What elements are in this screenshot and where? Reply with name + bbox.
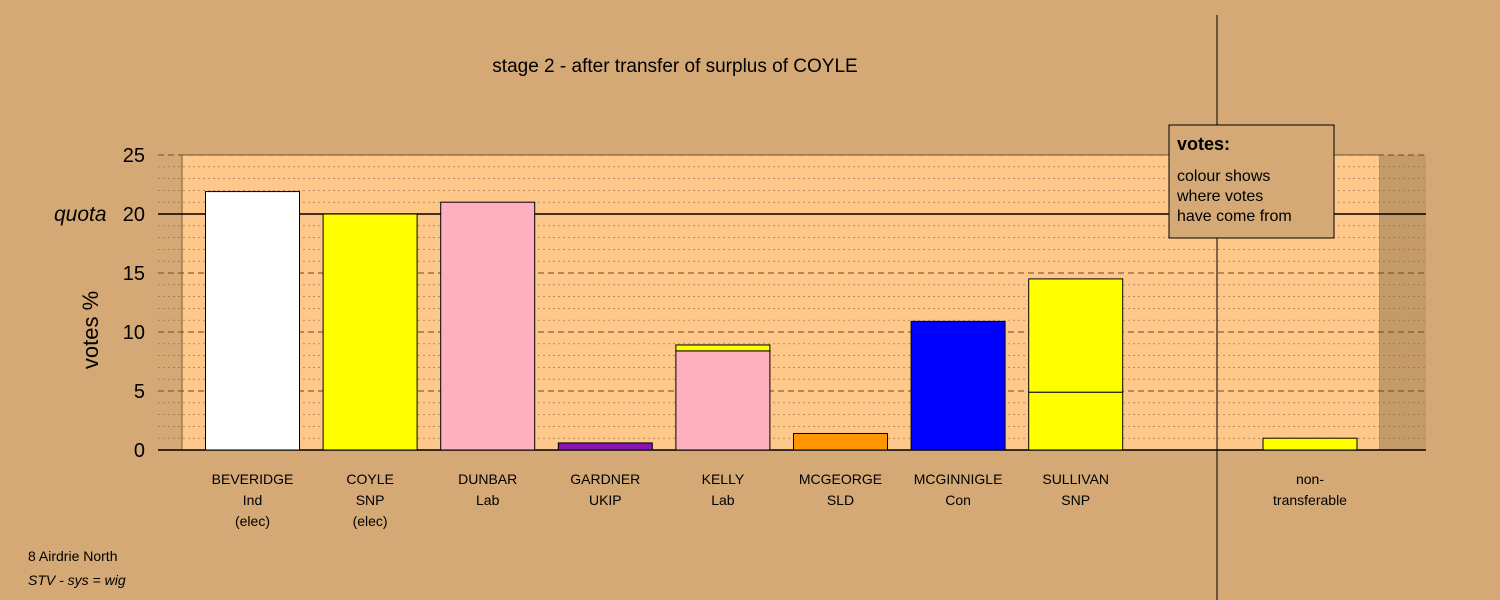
- nontransferable-label: transferable: [1273, 492, 1347, 508]
- candidate-name-label: MCGINNIGLE: [914, 471, 1003, 487]
- bar-segment: [557, 442, 653, 451]
- bar-segment: [910, 320, 1006, 451]
- party-label: UKIP: [589, 492, 622, 508]
- bar-segment: [675, 350, 771, 451]
- nontransferable-bar: [1262, 437, 1358, 451]
- candidate-name-label: KELLY: [702, 471, 745, 487]
- bar-segment: [440, 201, 536, 451]
- bar-segment: [322, 213, 418, 451]
- system-label: STV - sys = wig: [28, 572, 126, 588]
- y-axis-label: votes %: [78, 291, 103, 369]
- chart-title: stage 2 - after transfer of surplus of C…: [492, 56, 857, 77]
- party-label: SNP: [356, 492, 385, 508]
- y-tick-label: 5: [134, 381, 145, 403]
- nontransferable-label: non-: [1296, 471, 1324, 487]
- quota-label: quota: [54, 203, 107, 226]
- y-tick-label: 0: [134, 440, 145, 462]
- party-label: Ind: [243, 492, 262, 508]
- x-labels: BEVERIDGE Ind (elec) COYLE SNP (elec) DUNBAR La…: [212, 471, 1348, 529]
- bars: [205, 191, 1358, 451]
- y-tick-label: 10: [123, 322, 145, 344]
- candidate-name-label: SULLIVAN: [1042, 471, 1109, 487]
- bar-segment: [1028, 391, 1124, 451]
- legend-line-3: have come from: [1177, 208, 1292, 225]
- party-label: SNP: [1061, 492, 1090, 508]
- y-tick-label: 20: [123, 204, 145, 226]
- elected-label: (elec): [235, 513, 270, 529]
- legend-line-2: where votes: [1176, 188, 1263, 205]
- region-label: 8 Airdrie North: [28, 548, 118, 564]
- candidate-name-label: DUNBAR: [458, 471, 517, 487]
- candidate-name-label: BEVERIDGE: [212, 471, 294, 487]
- legend-line-1: colour shows: [1177, 168, 1270, 185]
- plot-right-shade: [1380, 155, 1426, 450]
- y-axis: 0 5 10 15 20 25: [123, 145, 145, 462]
- legend: votes: colour shows where votes have com…: [1168, 124, 1335, 239]
- legend-box: [1168, 124, 1335, 239]
- party-label: SLD: [827, 492, 854, 508]
- elected-label: (elec): [353, 513, 388, 529]
- candidate-name-label: COYLE: [346, 471, 393, 487]
- y-tick-label: 25: [123, 145, 145, 167]
- bar-segment: [675, 344, 771, 352]
- legend-title: votes:: [1177, 134, 1230, 154]
- candidate-name-label: MCGEORGE: [799, 471, 882, 487]
- bar-segment: [205, 191, 300, 451]
- bar-segment: [1028, 278, 1124, 393]
- party-label: Lab: [476, 492, 500, 508]
- y-tick-label: 15: [123, 263, 145, 285]
- party-label: Lab: [711, 492, 735, 508]
- candidate-name-label: GARDNER: [570, 471, 640, 487]
- party-label: Con: [945, 492, 971, 508]
- bar-segment: [793, 432, 888, 451]
